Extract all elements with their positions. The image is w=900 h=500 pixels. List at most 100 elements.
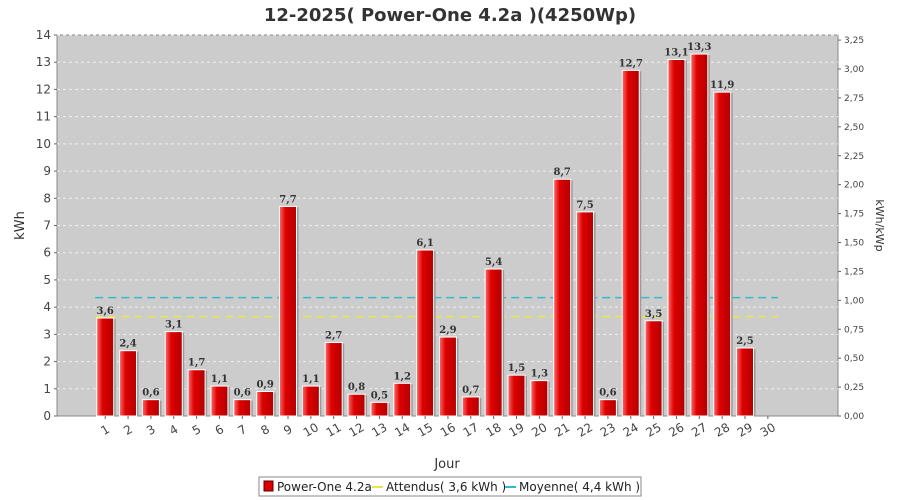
x-tick-label: 11	[324, 420, 344, 440]
legend-box	[258, 476, 642, 497]
bar	[164, 331, 183, 417]
legend-label: Moyenne( 4,4 kWh )	[519, 480, 640, 494]
bar	[690, 53, 709, 417]
x-tick-label: 12	[346, 420, 366, 440]
data-label: 6,1	[416, 238, 433, 249]
x-tick-label: 8	[258, 422, 272, 438]
y-tick-label: 14	[36, 28, 51, 42]
data-label: 0,5	[371, 390, 388, 401]
y-tick-label: 11	[36, 110, 51, 124]
x-tick-label: 20	[529, 420, 549, 440]
y2-tick-label: 3,00	[844, 65, 864, 75]
data-label: 0,6	[142, 388, 159, 399]
data-label: 1,3	[531, 369, 548, 380]
y-tick-label: 13	[36, 55, 51, 69]
x-tick-label: 27	[689, 420, 709, 440]
chart-title: 12-2025( Power-One 4.2a )(4250Wp)	[264, 5, 636, 26]
bar	[507, 374, 526, 417]
bar	[187, 369, 206, 417]
x-tick-label: 7	[235, 422, 249, 438]
data-label: 2,9	[439, 325, 456, 336]
y-tick-label: 10	[36, 137, 51, 151]
x-tick-label: 9	[281, 422, 295, 438]
y2-tick-label: 0,25	[844, 383, 864, 393]
y2-tick-label: 2,00	[844, 181, 864, 191]
x-tick-label: 29	[735, 420, 755, 440]
x-tick-label: 15	[415, 420, 435, 440]
x-tick-label: 28	[712, 420, 732, 440]
data-label: 1,7	[188, 358, 205, 369]
bar	[393, 382, 412, 417]
y2-tick-label: 1,75	[844, 210, 864, 220]
data-label: 3,5	[645, 309, 662, 320]
x-tick-label: 16	[438, 420, 458, 440]
y-tick-label: 3	[43, 327, 51, 341]
y2-tick-label: 2,50	[844, 123, 864, 133]
y2-tick-label: 0,75	[844, 325, 864, 335]
y-tick-label: 8	[43, 191, 51, 205]
x-tick-label: 19	[506, 420, 526, 440]
y-tick-label: 12	[36, 82, 51, 96]
y2-tick-label: 1,00	[844, 296, 864, 306]
bar	[713, 91, 732, 417]
x-tick-label: 17	[461, 420, 481, 440]
bar	[324, 342, 343, 417]
bar	[279, 205, 297, 417]
bar	[119, 350, 138, 417]
x-axis-ticks: 1 2 3 4 5 6 7 8 9 10 11 12 13 14 15 16 17 18 19 20 21 22 23 24 2…	[98, 416, 778, 440]
x-tick-label: 2	[121, 422, 135, 438]
x-tick-label: 26	[666, 420, 686, 440]
data-label: 3,1	[165, 320, 182, 331]
y-tick-label: 5	[43, 273, 51, 287]
x-tick-label: 24	[621, 420, 641, 440]
data-label: 5,4	[485, 257, 502, 268]
bar	[370, 401, 389, 417]
bar	[461, 396, 480, 417]
y-axis-label: kWh	[13, 211, 28, 240]
y-tick-label: 6	[43, 246, 51, 260]
y2-tick-label: 0,00	[844, 412, 864, 422]
data-label: 0,8	[348, 382, 365, 393]
x-tick-label: 3	[144, 422, 158, 438]
data-label: 7,5	[576, 200, 593, 211]
x-tick-label: 10	[301, 420, 321, 440]
data-label: 0,6	[599, 388, 616, 399]
y-tick-label: 0	[43, 409, 51, 423]
legend: Power-One 4.2a Attendus( 3,6 kWh ) Moyenne…	[258, 476, 642, 497]
bar	[301, 385, 320, 417]
x-tick-label: 18	[484, 420, 504, 440]
y-tick-label: 9	[43, 164, 51, 178]
data-label: 1,2	[394, 371, 411, 382]
x-tick-label: 4	[167, 422, 181, 438]
x-axis-label: Jour	[433, 457, 460, 472]
bar	[576, 211, 595, 417]
y-tick-label: 4	[43, 300, 51, 314]
legend-label: Power-One 4.2a	[277, 480, 372, 494]
bar	[347, 393, 366, 417]
x-tick-label: 30	[758, 420, 778, 440]
data-label: 12,7	[619, 58, 643, 69]
bar	[141, 399, 160, 417]
data-label: 11,9	[710, 80, 734, 91]
y2-tick-label: 1,25	[844, 267, 864, 277]
data-label: 2,7	[325, 331, 342, 342]
bar	[233, 399, 252, 417]
x-tick-label: 5	[190, 422, 204, 438]
x-tick-label: 21	[552, 420, 572, 440]
y-tick-label: 2	[43, 355, 51, 369]
data-label: 1,1	[302, 374, 319, 385]
data-label: 1,1	[211, 374, 228, 385]
y2-axis-ticks: 0,00 0,25 0,50 0,75 1,00 1,25 1,50 1,75 2,00 2,25…	[838, 36, 864, 422]
data-label: 8,7	[553, 167, 570, 178]
bar	[484, 268, 503, 417]
y2-tick-label: 2,75	[844, 94, 864, 104]
y2-tick-label: 1,50	[844, 239, 864, 249]
x-tick-label: 14	[392, 420, 412, 440]
y2-axis-label: kWh/kWp	[873, 199, 886, 251]
bar	[598, 399, 617, 417]
y-tick-label: 1	[43, 382, 51, 396]
bar	[644, 320, 663, 417]
bar	[256, 391, 275, 417]
